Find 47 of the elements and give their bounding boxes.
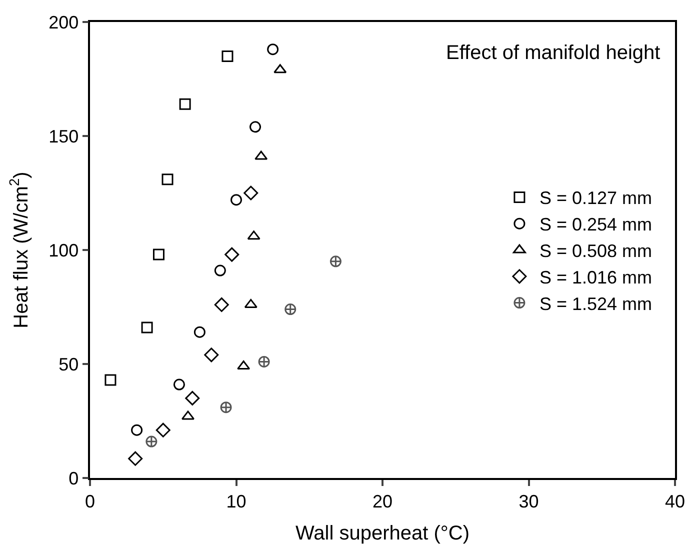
point [152, 248, 164, 260]
x-tick-label: 30 [518, 491, 539, 512]
point [274, 64, 287, 74]
y-tick-label: 100 [48, 240, 79, 260]
point [224, 247, 240, 262]
x-tick-label: 0 [84, 491, 96, 512]
point [162, 174, 174, 186]
point [220, 402, 232, 414]
point [222, 50, 234, 62]
legend-label: S = 1.016 mm [539, 267, 652, 288]
annotation: Effect of manifold height [446, 42, 661, 64]
point [156, 422, 170, 438]
y-tick-label: 200 [48, 12, 79, 32]
point [247, 230, 260, 240]
point [185, 390, 200, 406]
x-tick-label: 10 [226, 491, 246, 512]
point [258, 356, 270, 368]
legend-label: S = 0.254 mm [539, 214, 652, 235]
point [128, 451, 143, 466]
point [141, 322, 153, 334]
point [173, 378, 185, 390]
point [104, 374, 116, 386]
point [214, 264, 226, 276]
point [179, 98, 191, 110]
point [214, 297, 229, 312]
point [330, 256, 342, 268]
point [254, 150, 268, 160]
legend-label: S = 0.508 mm [539, 241, 652, 262]
point [204, 348, 219, 362]
y-tick-label: 50 [58, 354, 79, 374]
point [284, 304, 296, 316]
point [230, 194, 242, 206]
point [237, 360, 250, 370]
point [244, 298, 258, 308]
x-tick-label: 40 [664, 491, 686, 512]
y-tick-label: 0 [68, 468, 79, 488]
point [244, 186, 258, 200]
legend-label: S = 1.524 mm [539, 294, 652, 314]
x-tick-label: 20 [372, 491, 393, 512]
y-tick-label: 150 [48, 126, 79, 146]
point [267, 44, 279, 56]
legend-label: S = 0.127 mm [539, 188, 652, 208]
point [194, 326, 206, 338]
point [131, 424, 143, 436]
point [250, 121, 262, 133]
x-axis-title: Wall superheat (°C) [296, 522, 470, 544]
point [146, 436, 158, 448]
